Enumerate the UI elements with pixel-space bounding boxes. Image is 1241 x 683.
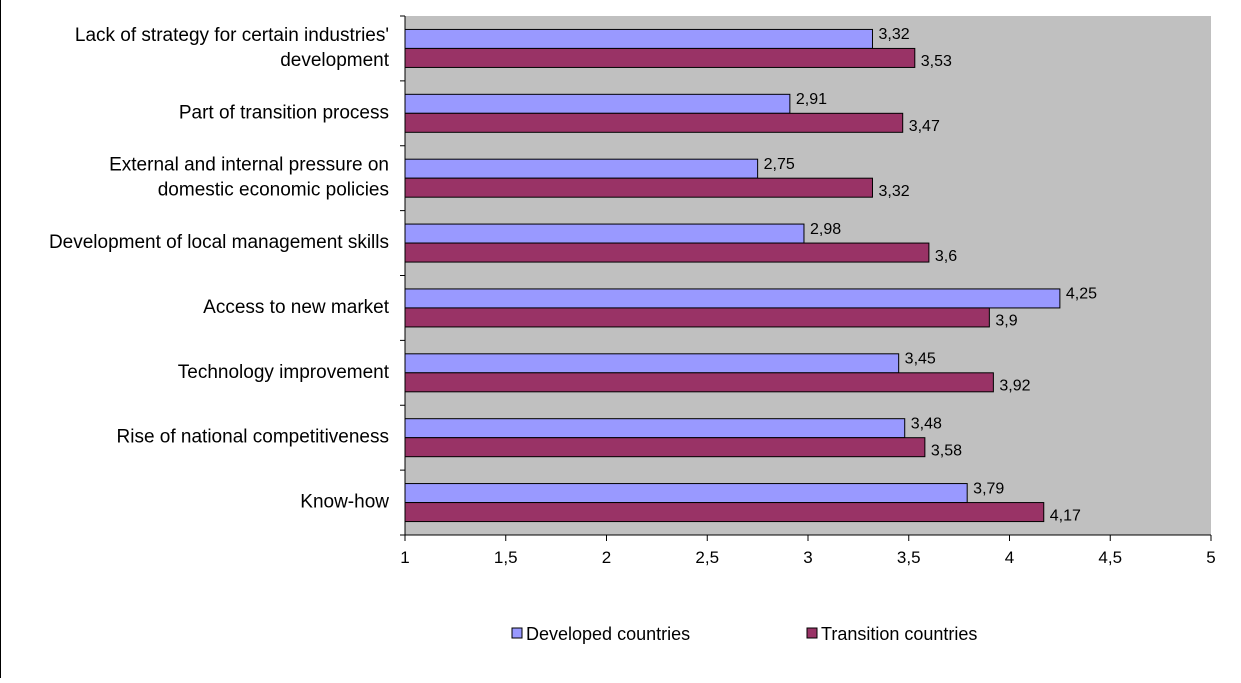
category-label-0-line-1: development [280, 50, 390, 71]
data-label-transition-1: 3,47 [909, 118, 940, 135]
bar-developed-2 [404, 158, 759, 179]
legend-swatch-developed [511, 627, 523, 639]
category-label-4: Access to new market [203, 297, 390, 318]
category-label-0-line-0: Lack of strategy for certain industries' [75, 25, 389, 46]
data-label-transition-2: 3,32 [878, 183, 909, 200]
data-label-developed-5: 3,45 [905, 351, 936, 368]
bar-transition-2 [404, 177, 873, 198]
data-label-transition-7: 4,17 [1050, 507, 1081, 524]
x-tick-label-4: 3 [803, 548, 812, 567]
x-tick-label-0: 1 [400, 548, 409, 567]
bar-transition-7 [404, 502, 1045, 523]
bar-transition-4 [404, 307, 990, 328]
legend-swatch-transition [806, 627, 818, 639]
data-label-developed-4: 4,25 [1066, 286, 1097, 303]
data-label-developed-7: 3,79 [973, 480, 1004, 497]
legend-label-developed: Developed countries [526, 624, 690, 644]
data-label-developed-2: 2,75 [764, 156, 795, 173]
bar-developed-4 [404, 288, 1061, 309]
category-label-3: Development of local management skills [49, 232, 389, 253]
legend: Developed countries Transition countries [511, 624, 977, 644]
data-label-developed-3: 2,98 [810, 221, 841, 238]
legend-label-transition: Transition countries [821, 624, 977, 644]
axes-group: 1 1,5 2 2,5 3 3,5 4 4,5 5 [400, 15, 1216, 567]
x-tick-label-5: 3,5 [897, 548, 921, 567]
x-tick-label-3: 2,5 [695, 548, 719, 567]
data-label-developed-1: 2,91 [796, 91, 827, 108]
data-label-developed-0: 3,32 [878, 26, 909, 43]
bar-transition-3 [404, 242, 930, 263]
data-label-transition-0: 3,53 [921, 53, 952, 70]
bar-developed-7 [404, 483, 968, 504]
bar-transition-0 [404, 47, 916, 68]
category-label-5: Technology improvement [178, 362, 390, 383]
data-label-transition-4: 3,9 [995, 313, 1017, 330]
bar-developed-3 [404, 223, 805, 244]
x-tick-label-6: 4 [1005, 548, 1014, 567]
labels-group: 3,32 3,53 Lack of strategy for certain ind… [49, 25, 1097, 524]
x-tick-label-7: 4,5 [1098, 548, 1122, 567]
bar-developed-1 [404, 93, 791, 114]
category-label-1: Part of transition process [179, 102, 389, 123]
bar-developed-5 [404, 353, 900, 374]
category-label-6: Rise of national competitiveness [117, 427, 389, 448]
data-label-transition-6: 3,58 [931, 442, 962, 459]
data-label-developed-6: 3,48 [911, 415, 942, 432]
category-label-2-line-0: External and internal pressure on [109, 155, 389, 176]
bar-transition-6 [404, 437, 926, 458]
x-tick-label-1: 1,5 [494, 548, 518, 567]
x-tick-label-2: 2 [602, 548, 611, 567]
category-label-2-line-1: domestic economic policies [158, 180, 389, 201]
bar-transition-5 [404, 372, 994, 393]
bar-transition-1 [404, 112, 904, 133]
x-tick-label-8: 5 [1206, 548, 1215, 567]
category-label-7: Know-how [300, 492, 389, 513]
bar-developed-6 [404, 418, 906, 439]
data-label-transition-5: 3,92 [999, 378, 1030, 395]
data-label-transition-3: 3,6 [935, 248, 957, 265]
bar-developed-0 [404, 28, 873, 49]
